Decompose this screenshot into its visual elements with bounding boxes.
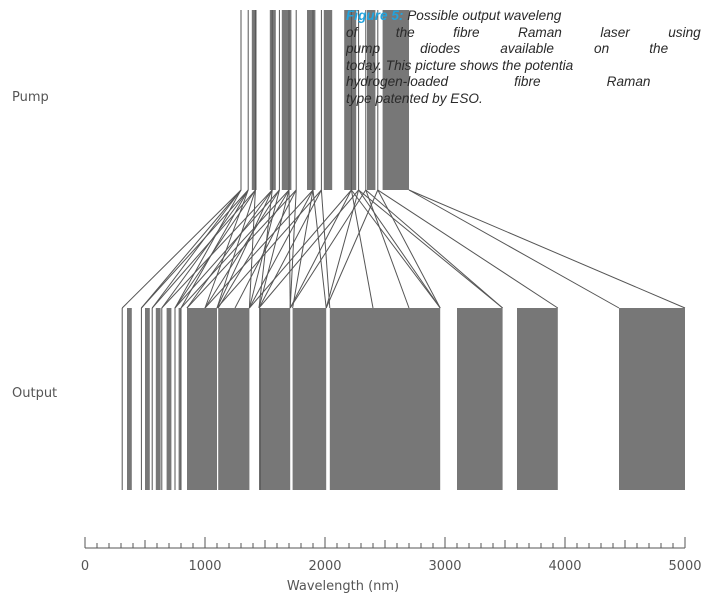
pump-label: Pump xyxy=(12,90,49,105)
tick-label: 5000 xyxy=(668,559,701,574)
pump-band xyxy=(251,10,257,190)
tick-label: 4000 xyxy=(548,559,581,574)
connection-line xyxy=(161,189,273,309)
connection-line xyxy=(151,189,256,309)
connection-line xyxy=(174,189,256,309)
connection-line xyxy=(320,189,331,309)
connection-line xyxy=(350,189,374,309)
output-band xyxy=(218,308,250,490)
connection-line xyxy=(216,189,322,309)
connection-line xyxy=(249,189,352,309)
caption-line-2: of the fibre Raman laser using c xyxy=(346,24,707,40)
connection-line xyxy=(121,189,242,309)
connection-line xyxy=(248,189,256,309)
connection-line xyxy=(408,189,686,309)
pump-band xyxy=(367,10,376,190)
connection-line xyxy=(365,189,503,309)
connection-lines xyxy=(121,189,686,309)
output-band xyxy=(517,308,558,490)
output-wavelengths xyxy=(121,308,685,490)
connection-line xyxy=(325,189,379,309)
output-band xyxy=(329,308,441,490)
connection-line xyxy=(248,189,280,309)
connection-line xyxy=(289,189,367,309)
connection-line xyxy=(174,189,242,309)
output-band xyxy=(178,308,181,490)
connection-line xyxy=(258,189,322,309)
connection-line xyxy=(377,189,559,309)
pump-wavelengths xyxy=(240,10,409,190)
tick-label: 0 xyxy=(81,559,89,574)
caption-line-4: today. This picture shows the potentia xyxy=(346,57,574,73)
connection-line xyxy=(217,189,290,309)
figure-caption: Figure 5: Possible output waveleng of th… xyxy=(346,8,707,128)
caption-line-6: type patented by ESO. xyxy=(346,90,483,106)
connection-line xyxy=(186,189,273,309)
wavelength-axis: 0 1000 2000 3000 4000 5000 xyxy=(81,537,702,574)
connection-line xyxy=(258,189,290,309)
output-band xyxy=(619,308,685,490)
output-band xyxy=(292,308,327,490)
connection-line xyxy=(141,189,242,309)
output-band xyxy=(187,308,217,490)
tick-label: 1000 xyxy=(188,559,221,574)
connection-line xyxy=(358,189,441,309)
connection-line xyxy=(377,189,441,309)
axis-title: Wavelength (nm) xyxy=(287,579,399,594)
pump-band xyxy=(323,10,333,190)
pump-band xyxy=(382,10,409,190)
pump-band xyxy=(269,10,276,190)
connection-line xyxy=(234,189,297,309)
connection-line xyxy=(292,189,314,309)
connection-line xyxy=(161,189,249,309)
connection-line xyxy=(174,189,280,309)
connection-line xyxy=(141,189,249,309)
connection-line xyxy=(289,189,352,309)
connection-line xyxy=(288,189,291,309)
output-band xyxy=(457,308,503,490)
pump-band xyxy=(344,10,357,190)
tick-label: 3000 xyxy=(428,559,461,574)
connection-line xyxy=(186,189,297,309)
output-band xyxy=(259,308,291,490)
connection-line xyxy=(248,189,314,309)
connection-line xyxy=(351,189,441,309)
connection-line xyxy=(204,189,314,309)
output-label: Output xyxy=(12,386,57,401)
connection-line xyxy=(358,189,503,309)
output-band xyxy=(145,308,150,490)
connection-line xyxy=(216,189,273,309)
pump-band xyxy=(281,10,292,190)
connection-line xyxy=(365,189,410,309)
output-band xyxy=(127,308,132,490)
connection-line xyxy=(258,189,359,309)
output-band xyxy=(166,308,172,490)
pump-band xyxy=(307,10,316,190)
connection-line xyxy=(151,189,242,309)
caption-line-1: Possible output waveleng xyxy=(407,8,562,23)
caption-line-5: hydrogen-loaded fibre Raman laser xyxy=(346,74,707,90)
tick-label: 2000 xyxy=(308,559,341,574)
output-band xyxy=(155,308,161,490)
connection-line xyxy=(180,189,290,309)
connection-line xyxy=(312,189,327,309)
connection-line xyxy=(408,189,620,309)
caption-lead: Figure 5: xyxy=(346,8,404,23)
caption-line-3: pump diodes available on the marke xyxy=(346,41,707,57)
